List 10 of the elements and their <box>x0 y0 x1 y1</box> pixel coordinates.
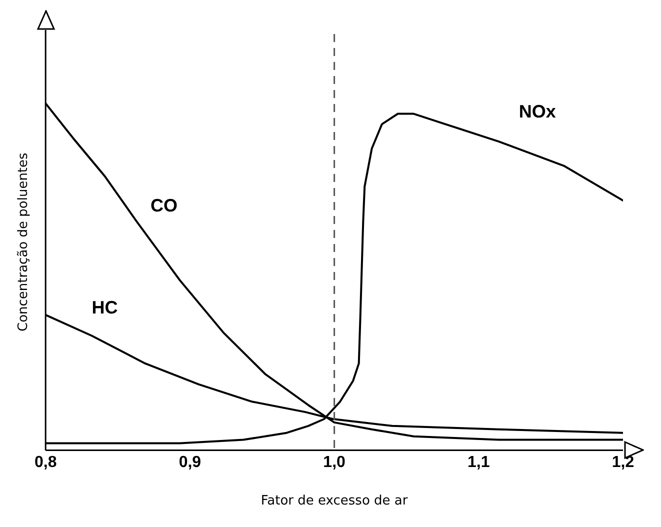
x-tick-label: 0,9 <box>178 454 202 472</box>
x-tick-label: 1,1 <box>468 454 490 472</box>
x-tick-label: 1,2 <box>612 454 634 472</box>
series-label: HC <box>92 298 118 318</box>
series-label: NOx <box>518 102 556 122</box>
y-axis-title: Concentração de poluentes <box>16 152 32 332</box>
x-axis-title: Fator de excesso de ar <box>260 494 408 509</box>
series-label: CO <box>150 195 178 216</box>
x-tick-label: 1,0 <box>323 454 346 472</box>
x-tick-label: 0,8 <box>34 454 57 472</box>
